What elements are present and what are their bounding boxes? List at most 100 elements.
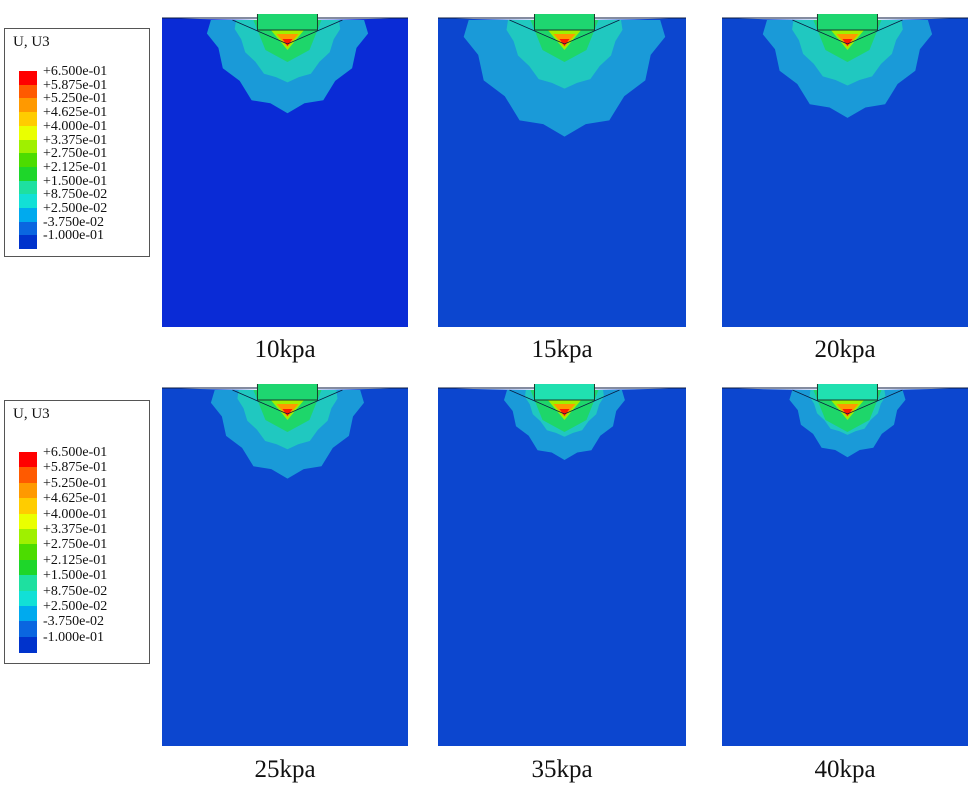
legend-level: +3.375e-01 — [19, 133, 147, 154]
legend-tick-label: +8.750e-02 — [43, 187, 108, 203]
soil-body — [162, 388, 408, 746]
deformation-line — [509, 19, 620, 45]
contour-panel-20kpa — [722, 14, 968, 327]
legend-tick-label: -3.750e-02 — [43, 614, 105, 630]
legend-swatch — [19, 125, 37, 140]
legend-swatch — [19, 452, 37, 468]
footing-plate — [816, 384, 878, 401]
legend-tick-label: +2.750e-01 — [43, 146, 108, 162]
legend-level: +2.750e-01 — [19, 537, 147, 561]
legend-swatch — [19, 139, 37, 154]
legend-title: U, U3 — [13, 34, 50, 50]
deformation-line — [792, 389, 903, 415]
legend-swatch — [19, 467, 37, 484]
contour-peak — [282, 39, 293, 46]
legend-swatch — [19, 180, 37, 195]
legend-title: U, U3 — [13, 406, 50, 422]
legend-tick-label: +2.500e-02 — [43, 201, 108, 216]
legend-tick-label: +4.000e-01 — [43, 506, 108, 522]
legend-tick-label: +6.500e-01 — [43, 64, 108, 79]
legend-level: +1.500e-01 — [19, 174, 147, 195]
legend-level: -1.000e-01 — [19, 630, 147, 653]
footing-plate — [256, 384, 318, 401]
contour-peak — [842, 39, 853, 46]
footing-plate — [256, 14, 318, 31]
legend-tick-label: -1.000e-01 — [43, 228, 105, 244]
legend-swatch — [19, 84, 37, 99]
legend-level: +6.500e-01 — [19, 64, 147, 85]
legend-swatch — [19, 71, 37, 85]
legend-swatch — [19, 153, 37, 168]
soil-body — [438, 388, 686, 746]
legend-level: +4.000e-01 — [19, 507, 147, 530]
legend-swatch — [19, 482, 37, 499]
panel-label-15kpa: 15kpa — [531, 336, 593, 363]
legend-tick-label: +1.500e-01 — [43, 568, 108, 584]
legend-tick-label: +4.625e-01 — [43, 491, 108, 507]
legend-level: +2.750e-01 — [19, 146, 147, 168]
panel-label-40kpa: 40kpa — [814, 756, 876, 783]
legend-level: +4.625e-01 — [19, 105, 147, 127]
legend-level: +5.250e-01 — [19, 476, 147, 499]
legend-level: +8.750e-02 — [19, 187, 147, 209]
legend-swatch — [19, 194, 37, 209]
panel-label-25kpa: 25kpa — [254, 756, 316, 783]
legend-tick-label: +5.250e-01 — [43, 475, 108, 491]
panel-label-35kpa: 35kpa — [531, 756, 593, 783]
deformation-line — [232, 19, 343, 45]
legend-swatch — [19, 590, 37, 607]
contour-plot-10kpa — [162, 14, 408, 327]
contour-panel-15kpa — [438, 14, 686, 327]
legend-tick-label: -1.000e-01 — [43, 629, 105, 645]
contour-panel-35kpa — [438, 384, 686, 746]
contour-panel-10kpa — [162, 14, 408, 327]
legend-tick-label: +4.625e-01 — [43, 105, 108, 121]
legend-tick-label: +2.125e-01 — [43, 159, 108, 175]
legend-tick-label: +2.750e-01 — [43, 537, 108, 553]
legend-bottom: U, U3 +6.500e-01 +5.875e-01 +5.250e-01 +4.6… — [4, 400, 150, 664]
contour-plot-20kpa — [722, 14, 968, 327]
legend-swatch — [19, 166, 37, 181]
legend-swatch — [19, 559, 37, 576]
legend-level: +1.500e-01 — [19, 568, 147, 592]
legend-level: -1.000e-01 — [19, 228, 147, 250]
contour-panel-25kpa — [162, 384, 408, 746]
legend-swatch — [19, 544, 37, 561]
footing-plate — [816, 14, 878, 31]
legend-swatch — [19, 575, 37, 592]
contour-peak — [282, 409, 293, 416]
legend-tick-label: +2.500e-02 — [43, 599, 108, 614]
legend-swatch — [19, 636, 37, 653]
footing-plate — [533, 384, 595, 401]
legend-level: +4.000e-01 — [19, 119, 147, 140]
legend-tick-label: +3.375e-01 — [43, 132, 108, 148]
legend-level: +5.250e-01 — [19, 91, 147, 113]
legend-level: +3.375e-01 — [19, 522, 147, 545]
soil-body — [722, 18, 968, 327]
legend-swatch — [19, 112, 37, 127]
legend-tick-label: +3.375e-01 — [43, 522, 108, 537]
legend-top: U, U3 +6.500e-01 +5.875e-01 +5.250e-01 +4.6… — [4, 28, 150, 257]
legend-level: +2.500e-02 — [19, 599, 147, 622]
legend-level: +2.125e-01 — [19, 553, 147, 576]
legend-tick-label: +8.750e-02 — [43, 583, 108, 599]
legend-level: +4.625e-01 — [19, 491, 147, 515]
legend-tick-label: +2.125e-01 — [43, 552, 108, 568]
contour-peak — [842, 409, 853, 416]
contour-plot-35kpa — [438, 384, 686, 746]
legend-level: +5.875e-01 — [19, 78, 147, 99]
panel-label-20kpa: 20kpa — [814, 336, 876, 363]
legend-level: +8.750e-02 — [19, 584, 147, 607]
legend-level: +5.875e-01 — [19, 460, 147, 484]
legend-level: +2.500e-02 — [19, 201, 147, 222]
legend-swatch — [19, 98, 37, 113]
contour-peak — [559, 409, 570, 416]
footing-plate — [533, 14, 595, 31]
legend-swatch — [19, 208, 37, 222]
legend-level: -3.750e-02 — [19, 614, 147, 638]
soil-body — [722, 388, 968, 746]
legend-tick-label: +5.250e-01 — [43, 91, 108, 107]
legend-swatch — [19, 498, 37, 515]
legend-swatch — [19, 513, 37, 530]
legend-swatch — [19, 235, 37, 250]
